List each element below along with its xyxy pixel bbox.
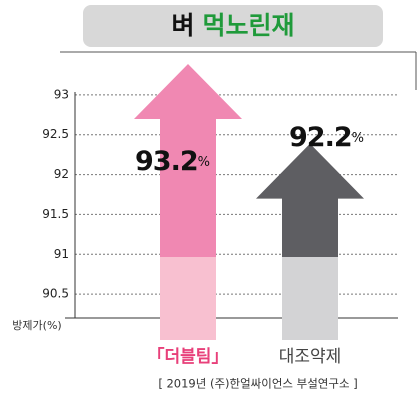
source: [ 2019년 (주)한얼싸이언스 부설연구소 ]	[158, 377, 357, 391]
value-number: 92.2	[289, 122, 352, 153]
title-part: 벼	[171, 11, 194, 40]
y-axis-label: 방제가(%)	[12, 319, 61, 332]
title-box	[83, 5, 383, 47]
bar-base	[160, 257, 216, 340]
value-label: 92.2%	[289, 122, 364, 153]
title-part: 먹노린재	[203, 11, 295, 40]
value-unit: %	[352, 131, 364, 146]
y-tick-label: 91.5	[42, 207, 69, 221]
bar-base	[282, 257, 338, 340]
y-tick-label: 92.5	[42, 127, 69, 141]
y-tick-label: 91	[54, 247, 69, 261]
bar-arrow	[256, 143, 364, 257]
bar-arrow	[134, 63, 242, 257]
chart-title: 벼 먹노린재	[171, 11, 294, 40]
x-tick-label: 「더블팀」	[148, 346, 229, 367]
value-label: 93.2%	[135, 146, 210, 177]
value-unit: %	[198, 155, 210, 170]
x-tick-label: 대조약제	[279, 347, 342, 367]
value-number: 93.2	[135, 146, 198, 177]
y-tick-label: 90.5	[42, 287, 69, 301]
y-tick-label: 93	[54, 87, 69, 101]
y-tick-label: 92	[54, 167, 69, 181]
